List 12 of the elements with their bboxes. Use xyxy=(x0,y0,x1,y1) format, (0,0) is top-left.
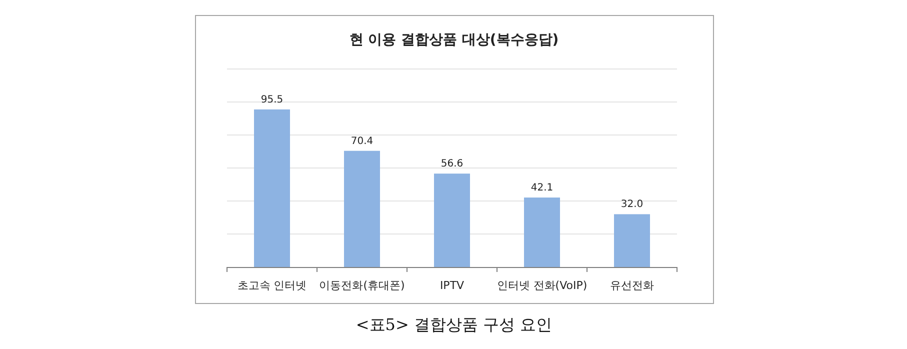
text: <표5> 결합상품 구성 요인 xyxy=(356,315,552,334)
data-label: 70.4 xyxy=(350,136,374,147)
x-tick-label: 초고속 인터넷 xyxy=(237,279,307,292)
data-label: 32.0 xyxy=(620,199,644,210)
x-tick-label: 인터넷 전화(VoIP) xyxy=(496,279,588,292)
chart-title: 현 이용 결합상품 대상(복수응답) xyxy=(349,32,559,48)
data-label: 95.5 xyxy=(260,94,284,106)
data-label: 56.6 xyxy=(440,158,464,170)
x-tick-label: IPTV xyxy=(440,279,465,292)
x-tick-label: 유선전화 xyxy=(610,279,654,292)
x-tick-label: 이동전화(휴대폰) xyxy=(319,279,405,292)
data-label: 42.1 xyxy=(530,182,554,194)
